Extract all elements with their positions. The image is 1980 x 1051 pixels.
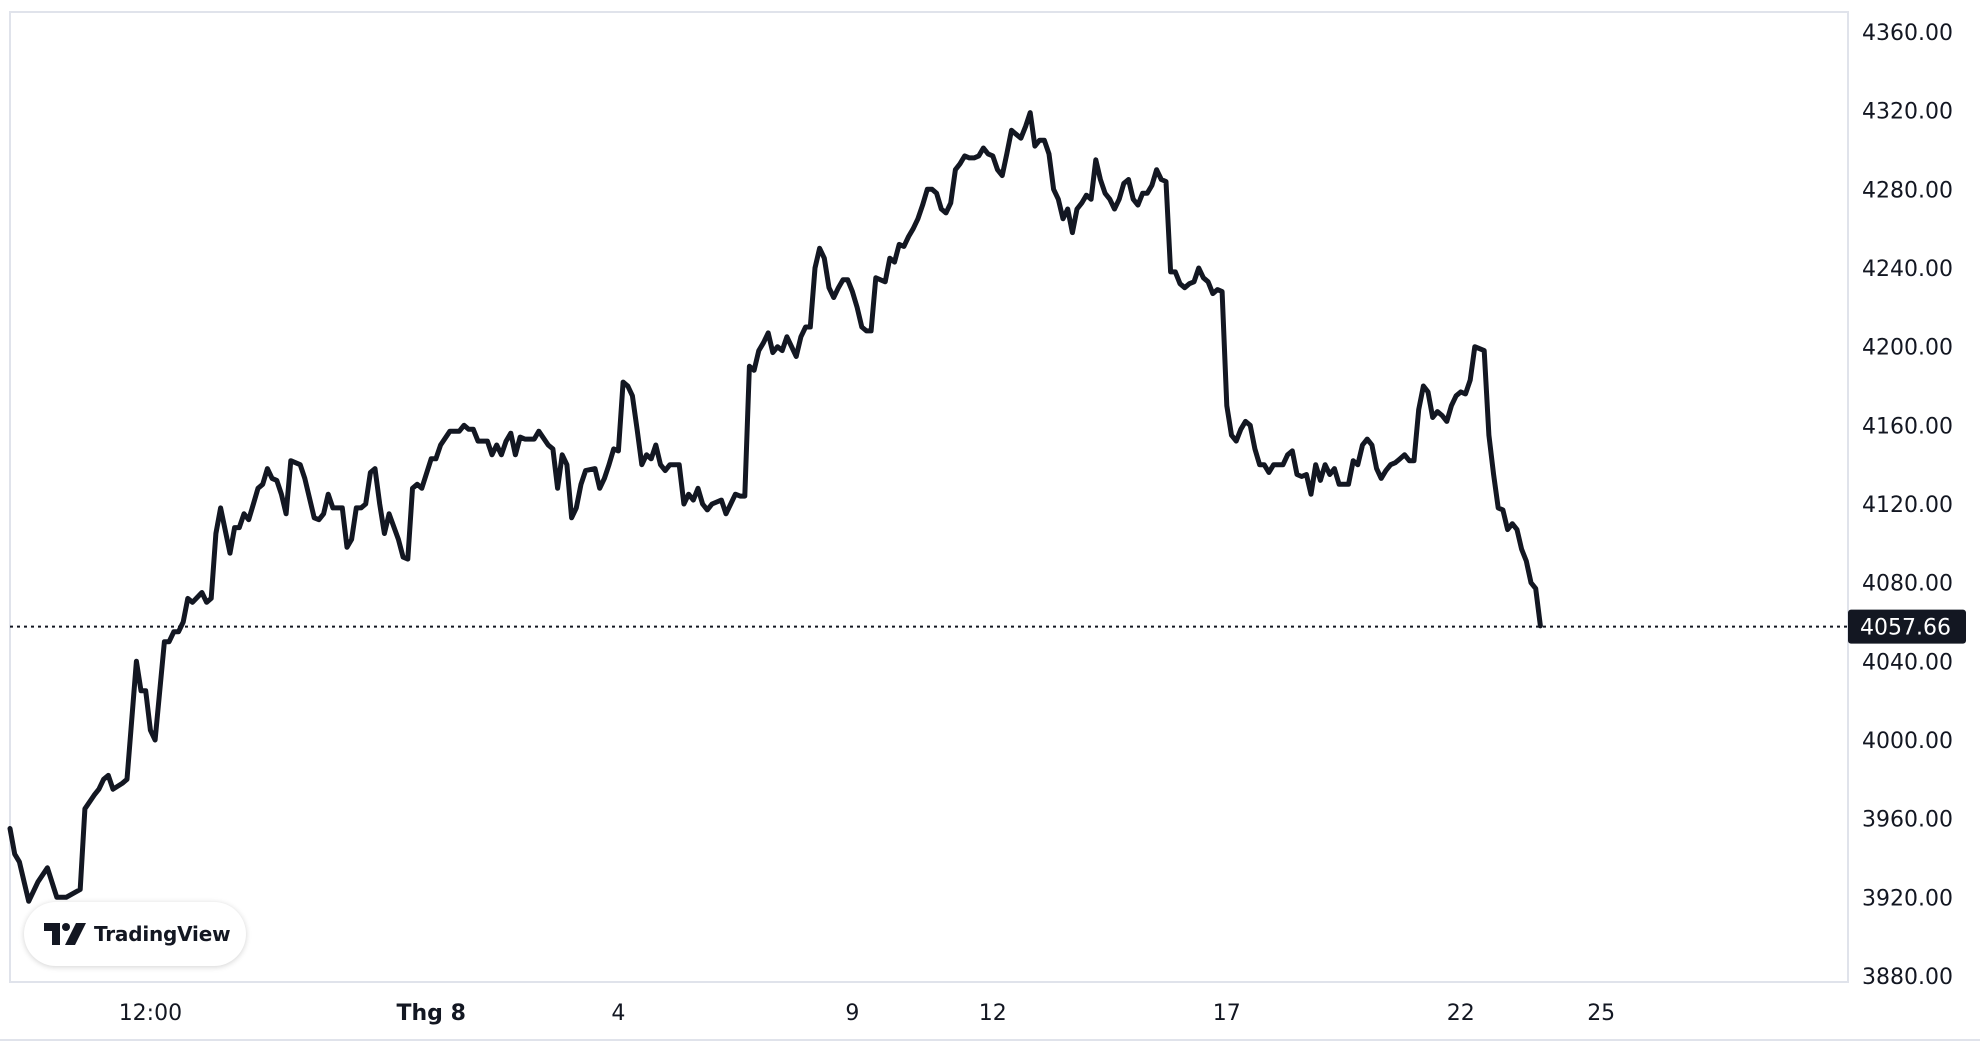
y-tick-label: 3960.00 bbox=[1862, 808, 1953, 833]
y-tick-label: 3880.00 bbox=[1862, 965, 1953, 990]
y-tick-label: 4000.00 bbox=[1862, 729, 1953, 754]
x-tick-label: 4 bbox=[611, 1001, 625, 1026]
x-tick-label: 12 bbox=[979, 1001, 1007, 1026]
y-tick-label: 4280.00 bbox=[1862, 178, 1953, 203]
x-tick-label: 25 bbox=[1587, 1001, 1615, 1026]
tradingview-logo-text: TradingView bbox=[94, 922, 231, 946]
last-price-label: 4057.66 bbox=[1860, 616, 1951, 641]
last-price-tag-bg bbox=[1848, 609, 1966, 644]
x-tick-label: 22 bbox=[1447, 1001, 1475, 1026]
y-tick-label: 4200.00 bbox=[1862, 336, 1953, 361]
y-tick-label: 4120.00 bbox=[1862, 493, 1953, 518]
y-tick-label: 4240.00 bbox=[1862, 257, 1953, 282]
y-tick-label: 4360.00 bbox=[1862, 21, 1953, 46]
y-axis[interactable]: 4360.00 4320.00 4280.00 4240.00 4200.00 4160.… bbox=[1862, 21, 1953, 990]
y-tick-label: 4040.00 bbox=[1862, 650, 1953, 675]
y-tick-label: 4160.00 bbox=[1862, 414, 1953, 439]
y-tick-label: 3920.00 bbox=[1862, 886, 1953, 911]
x-tick-label: Thg 8 bbox=[397, 1001, 466, 1026]
x-tick-label: 17 bbox=[1213, 1001, 1241, 1026]
last-price-tag: 4057.66 bbox=[1848, 609, 1966, 644]
x-tick-label: 9 bbox=[845, 1001, 859, 1026]
tradingview-badge[interactable]: TradingView bbox=[24, 902, 246, 966]
price-series-line bbox=[7, 110, 1543, 904]
x-axis[interactable]: 12:00 Thg 8 4 9 12 17 22 25 bbox=[119, 1001, 1616, 1026]
plot-area-border bbox=[9, 11, 1849, 983]
y-tick-label: 4320.00 bbox=[1862, 100, 1953, 125]
x-tick-label: 12:00 bbox=[119, 1001, 182, 1026]
tradingview-logo-icon bbox=[44, 923, 86, 945]
y-tick-label: 4080.00 bbox=[1862, 572, 1953, 597]
